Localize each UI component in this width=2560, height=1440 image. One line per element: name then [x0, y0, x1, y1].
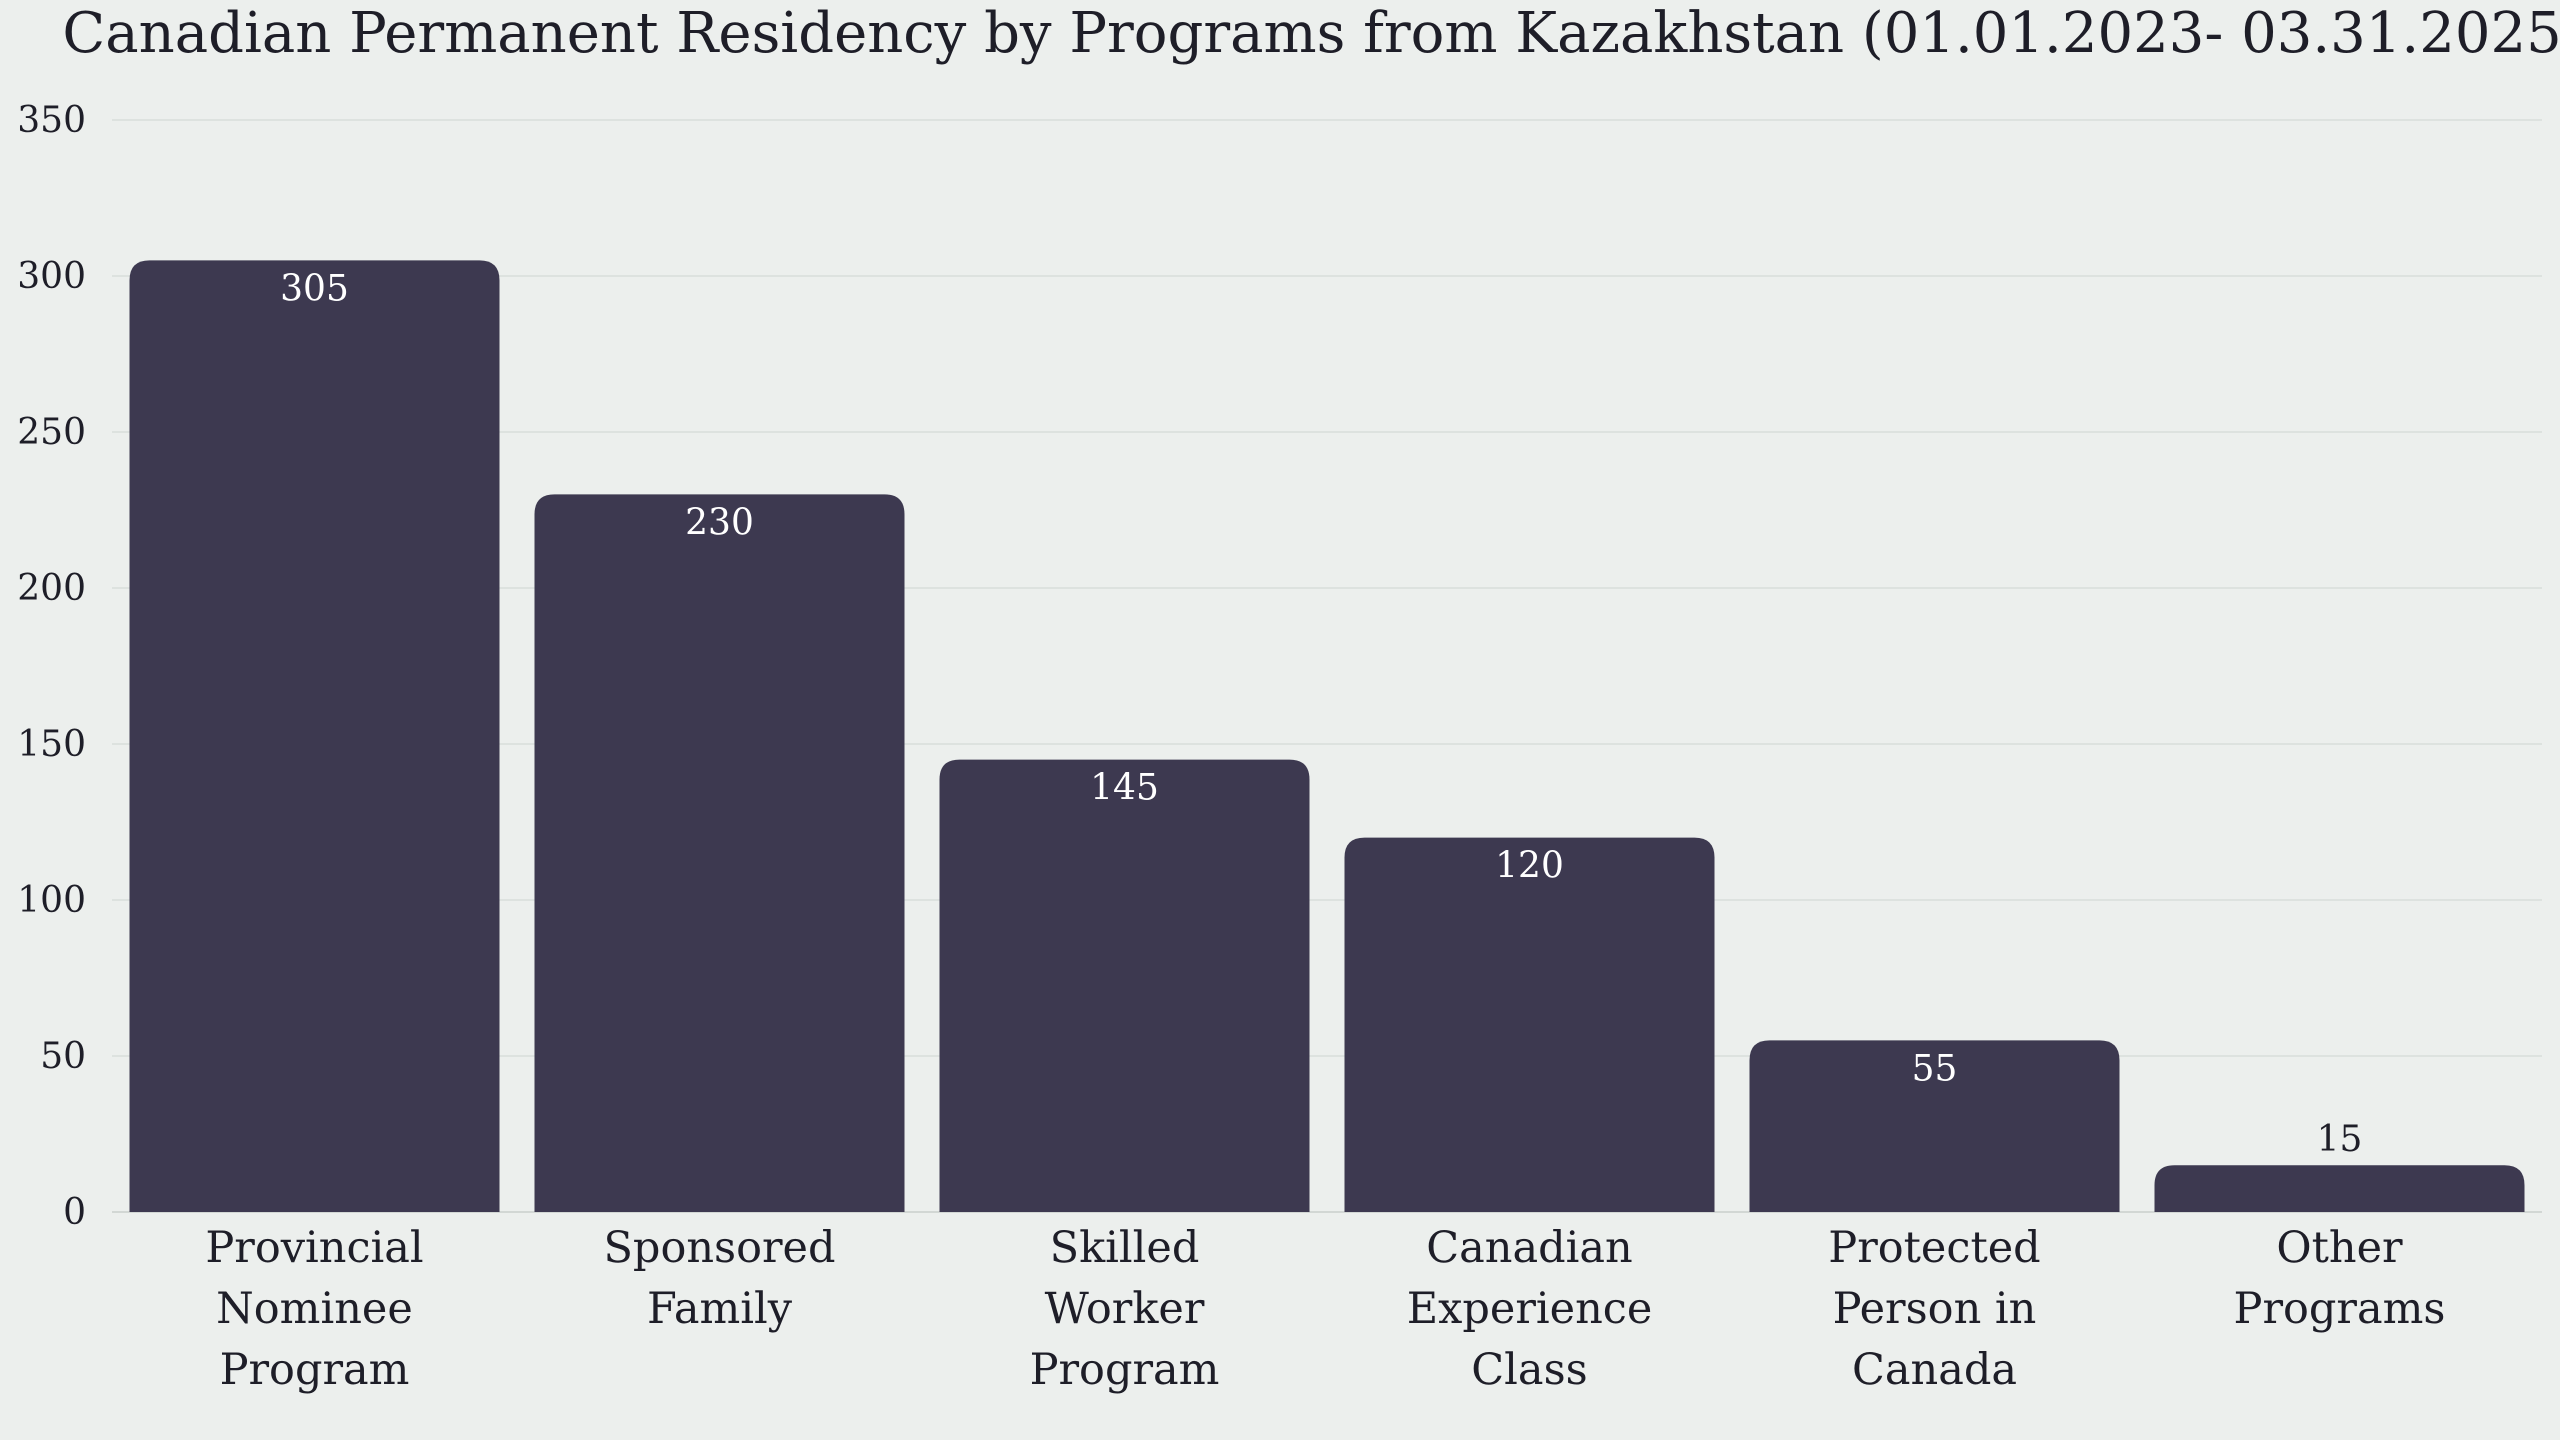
- y-tick-label-200: 200: [17, 568, 86, 609]
- bar-1: [534, 494, 905, 1212]
- value-label-2: 145: [1090, 768, 1159, 809]
- value-label-3: 120: [1495, 846, 1564, 887]
- category-label-3-line-0: Canadian: [1426, 1223, 1632, 1273]
- category-label-3-line-2: Class: [1471, 1345, 1587, 1395]
- y-tick-label-250: 250: [17, 412, 86, 453]
- y-tick-label-150: 150: [17, 724, 86, 765]
- value-label-4: 55: [1912, 1048, 1958, 1089]
- category-label-5-line-1: Programs: [2234, 1284, 2446, 1334]
- y-tick-label-0: 0: [63, 1192, 86, 1233]
- category-label-2-line-1: Worker: [1045, 1284, 1205, 1334]
- category-label-0: Provincial Nominee Program: [205, 1223, 423, 1395]
- category-label-4-line-1: Person in: [1833, 1284, 2037, 1334]
- bar-0: [129, 260, 500, 1212]
- bars: [129, 260, 2525, 1212]
- y-tick-label-100: 100: [17, 880, 86, 921]
- bar-5: [2154, 1165, 2525, 1212]
- y-tick-label-300: 300: [17, 256, 86, 297]
- bar-2: [939, 759, 1310, 1212]
- category-label-2: Skilled Worker Program: [1030, 1223, 1220, 1395]
- category-label-2-line-2: Program: [1030, 1345, 1220, 1395]
- value-labels: 305 230 145 120 55 15: [280, 268, 2362, 1160]
- category-label-0-line-2: Program: [220, 1345, 410, 1395]
- category-label-5: Other Programs: [2234, 1223, 2446, 1334]
- value-label-5: 15: [2317, 1119, 2363, 1160]
- category-label-1-line-0: Sponsored: [603, 1223, 835, 1273]
- category-label-2-line-0: Skilled: [1050, 1223, 1200, 1273]
- category-label-4: Protected Person in Canada: [1828, 1223, 2040, 1395]
- y-tick-label-350: 350: [17, 100, 86, 141]
- bar-4: [1749, 1040, 2120, 1212]
- category-label-5-line-0: Other: [2276, 1223, 2403, 1273]
- category-label-1: Sponsored Family: [603, 1223, 835, 1334]
- y-tick-label-50: 50: [40, 1036, 86, 1077]
- chart-title: Canadian Permanent Residency by Programs…: [62, 1, 2560, 66]
- category-label-3-line-1: Experience: [1407, 1284, 1653, 1334]
- bar-3: [1344, 837, 1715, 1212]
- category-label-3: Canadian Experience Class: [1407, 1223, 1653, 1395]
- category-label-0-line-1: Nominee: [216, 1284, 413, 1334]
- category-label-1-line-1: Family: [647, 1284, 793, 1334]
- grid-lines: [112, 119, 2542, 1213]
- category-label-4-line-0: Protected: [1828, 1223, 2040, 1273]
- category-label-0-line-0: Provincial: [205, 1223, 423, 1273]
- y-axis-ticks: 0 50 100 150 200 250 300 350: [17, 100, 86, 1233]
- value-label-0: 305: [280, 268, 349, 309]
- category-label-4-line-2: Canada: [1852, 1345, 2017, 1395]
- value-label-1: 230: [685, 502, 754, 543]
